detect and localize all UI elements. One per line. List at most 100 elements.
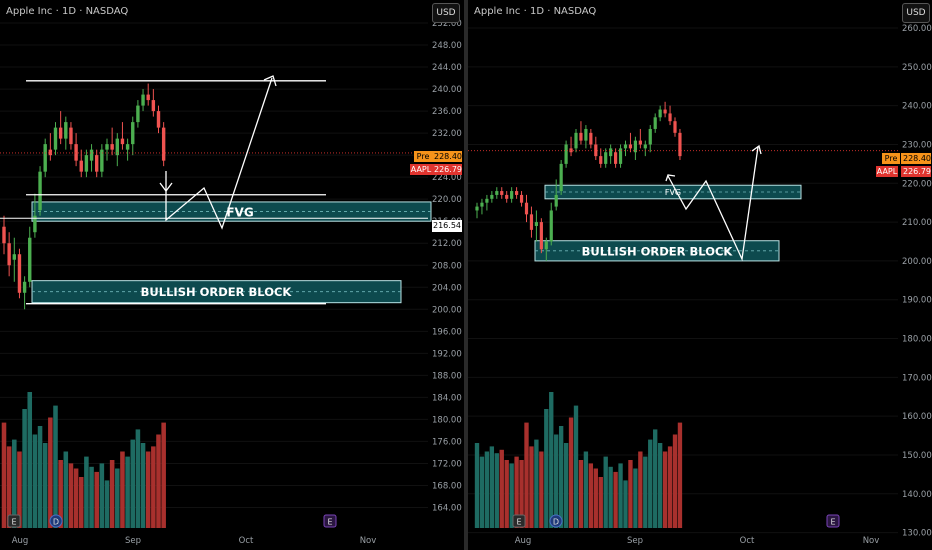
candle-body xyxy=(161,127,166,161)
candle-body xyxy=(89,149,94,161)
volume-bar xyxy=(544,409,549,528)
volume-bar xyxy=(474,443,480,528)
volume-bar xyxy=(63,451,69,528)
volume-bar xyxy=(12,439,17,528)
y-tick-label: 150.00 xyxy=(902,451,932,461)
y-tick-label: 248.00 xyxy=(432,41,462,51)
chart-panel-right[interactable]: FVG BULLISH ORDER BLOCK 260.00 250.00 240.0… xyxy=(468,0,932,550)
candle-body xyxy=(131,122,135,145)
ticker-label: AAPL xyxy=(876,166,898,177)
chart-panel-left[interactable]: FVG BULLISH ORDER BLOCK 252.00 248.00 244.0… xyxy=(0,0,464,550)
candle-body xyxy=(43,144,47,172)
currency-button[interactable]: USD xyxy=(432,3,460,23)
candle-body xyxy=(539,222,543,250)
volume-bar xyxy=(653,429,658,528)
volume-bar xyxy=(563,443,569,528)
y-tick-label: 176.00 xyxy=(432,437,462,447)
earnings-e-icon xyxy=(826,514,840,528)
candle-body xyxy=(151,100,156,112)
volume-bar xyxy=(549,392,554,528)
event-letter: E xyxy=(327,518,332,527)
event-letter: E xyxy=(516,518,521,527)
volume-bar xyxy=(573,405,579,528)
x-tick-label: Nov xyxy=(360,536,377,546)
volume-bar xyxy=(115,468,120,528)
candle-body xyxy=(79,160,83,172)
y-tick-label: 188.00 xyxy=(432,371,462,381)
volume-bar xyxy=(618,463,623,528)
volume-bar xyxy=(53,405,58,528)
candle-body xyxy=(599,156,603,164)
volume-bar xyxy=(608,466,613,528)
volume-bar xyxy=(479,456,485,528)
volume-bar xyxy=(623,480,628,528)
candle-body xyxy=(529,214,534,230)
candle-body xyxy=(569,148,573,153)
candle-body xyxy=(524,202,529,215)
chart-right-svg[interactable]: FVG BULLISH ORDER BLOCK 260.00 250.00 240.0… xyxy=(468,0,932,550)
volume-bar xyxy=(99,463,105,528)
candle-body xyxy=(663,109,667,114)
last-price: 226.79 xyxy=(901,166,931,177)
y-tick-label: 164.00 xyxy=(432,503,462,513)
candle-body xyxy=(480,202,484,207)
panel-divider[interactable] xyxy=(464,0,468,550)
order-block-label: BULLISH ORDER BLOCK xyxy=(582,244,734,258)
volume-bar xyxy=(603,456,608,528)
volume-bar xyxy=(628,460,633,528)
volume-bar xyxy=(68,463,74,528)
candle-body xyxy=(549,210,553,242)
volume-bar xyxy=(73,468,79,528)
candle-body xyxy=(28,237,32,282)
volume-bar xyxy=(638,451,643,528)
y-tick-label: 250.00 xyxy=(902,63,932,73)
volume-bar xyxy=(524,422,529,528)
volume-bar xyxy=(677,422,683,528)
y-tick-label: 200.00 xyxy=(432,305,462,315)
candle-body xyxy=(574,132,578,149)
candle-body xyxy=(643,144,647,149)
volume-bar xyxy=(42,443,48,528)
pre-price: 228.40 xyxy=(432,151,462,162)
volume-bar xyxy=(667,446,673,528)
y-tick-label: 240.00 xyxy=(432,85,462,95)
volume-bar xyxy=(499,449,504,528)
candle-body xyxy=(658,109,662,118)
ticker-label: AAPL xyxy=(410,164,432,175)
volume-bar xyxy=(633,468,638,528)
candle-body xyxy=(48,149,53,156)
candle-body xyxy=(638,140,642,145)
pre-label: Pre xyxy=(882,153,900,164)
candle-body xyxy=(64,122,68,139)
candle-body xyxy=(628,144,633,149)
volume-bar xyxy=(648,439,653,528)
projection-path xyxy=(165,77,273,230)
volume-bar xyxy=(48,417,53,528)
candle-body xyxy=(146,94,150,101)
x-tick-label: Sep xyxy=(627,536,643,546)
last-price: 226.79 xyxy=(432,164,462,175)
candle-body xyxy=(668,113,672,122)
volume-bar xyxy=(140,443,146,528)
y-tick-label: 208.00 xyxy=(432,261,462,271)
volume-bar xyxy=(6,446,12,528)
currency-button[interactable]: USD xyxy=(902,3,930,23)
candle-body xyxy=(38,171,42,211)
chart-left-svg[interactable]: FVG BULLISH ORDER BLOCK 252.00 248.00 244.0… xyxy=(0,0,464,550)
candle-body xyxy=(579,132,583,141)
y-tick-label: 140.00 xyxy=(902,490,932,500)
candle-body xyxy=(564,144,568,164)
event-letter: D xyxy=(553,518,559,527)
y-tick-label: 232.00 xyxy=(432,129,462,139)
y-tick-label: 220.00 xyxy=(902,179,932,189)
volume-bar xyxy=(84,456,89,528)
candle-body xyxy=(544,241,548,250)
candle-body xyxy=(105,144,109,150)
y-tick-label: 204.00 xyxy=(432,283,462,293)
event-letter: E xyxy=(11,518,16,527)
volume-bar xyxy=(94,471,99,528)
x-tick-label: Aug xyxy=(515,536,532,546)
y-tick-label: 260.00 xyxy=(902,24,932,34)
candle-body xyxy=(141,94,145,106)
candle-body xyxy=(22,281,27,293)
